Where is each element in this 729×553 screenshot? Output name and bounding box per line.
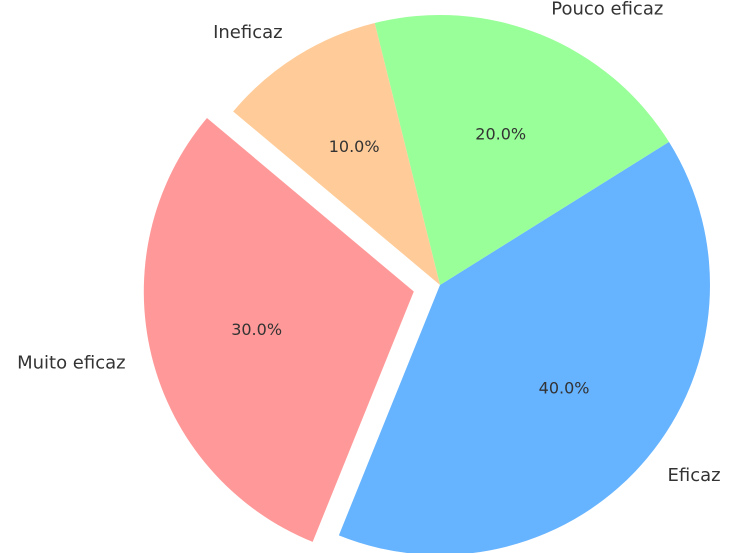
pie-slice bbox=[374, 15, 669, 286]
slice-percent: 30.0% bbox=[231, 320, 282, 339]
slice-label: Ineficaz bbox=[213, 22, 283, 43]
pie-slice bbox=[338, 141, 710, 553]
pie-slice bbox=[143, 117, 414, 542]
slice-label: Eficaz bbox=[668, 465, 721, 486]
slice-label: Pouco eficaz bbox=[551, 0, 663, 20]
slice-percent: 40.0% bbox=[539, 379, 590, 398]
slice-percent: 20.0% bbox=[475, 124, 526, 143]
slice-label: Muito eficaz bbox=[17, 352, 126, 373]
slice-percent: 10.0% bbox=[329, 137, 380, 156]
pie-slice bbox=[233, 23, 440, 286]
